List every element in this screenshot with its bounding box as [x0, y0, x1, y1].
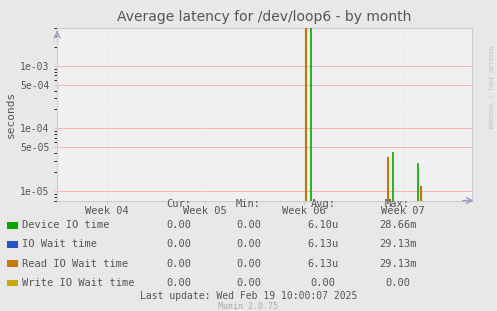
- Text: RRDTOOL / TOBI OETIKER: RRDTOOL / TOBI OETIKER: [490, 46, 495, 128]
- Text: 6.13u: 6.13u: [308, 259, 338, 269]
- Text: 0.00: 0.00: [236, 278, 261, 288]
- Text: Max:: Max:: [385, 199, 410, 209]
- Text: 6.10u: 6.10u: [308, 220, 338, 230]
- Text: 28.66m: 28.66m: [379, 220, 416, 230]
- Text: 0.00: 0.00: [236, 239, 261, 249]
- Text: 0.00: 0.00: [385, 278, 410, 288]
- Text: 0.00: 0.00: [166, 259, 191, 269]
- Title: Average latency for /dev/loop6 - by month: Average latency for /dev/loop6 - by mont…: [117, 10, 412, 24]
- Text: 29.13m: 29.13m: [379, 239, 416, 249]
- Text: 29.13m: 29.13m: [379, 259, 416, 269]
- Text: Device IO time: Device IO time: [22, 220, 110, 230]
- Text: Read IO Wait time: Read IO Wait time: [22, 259, 129, 269]
- Text: Last update: Wed Feb 19 10:00:07 2025: Last update: Wed Feb 19 10:00:07 2025: [140, 291, 357, 301]
- Text: Avg:: Avg:: [311, 199, 335, 209]
- Text: 0.00: 0.00: [166, 239, 191, 249]
- Text: Cur:: Cur:: [166, 199, 191, 209]
- Text: Write IO Wait time: Write IO Wait time: [22, 278, 135, 288]
- Y-axis label: seconds: seconds: [6, 91, 16, 138]
- Text: Munin 2.0.75: Munin 2.0.75: [219, 302, 278, 311]
- Text: 0.00: 0.00: [166, 278, 191, 288]
- Text: 0.00: 0.00: [236, 220, 261, 230]
- Text: 6.13u: 6.13u: [308, 239, 338, 249]
- Text: 0.00: 0.00: [166, 220, 191, 230]
- Text: Min:: Min:: [236, 199, 261, 209]
- Text: 0.00: 0.00: [236, 259, 261, 269]
- Text: IO Wait time: IO Wait time: [22, 239, 97, 249]
- Text: 0.00: 0.00: [311, 278, 335, 288]
